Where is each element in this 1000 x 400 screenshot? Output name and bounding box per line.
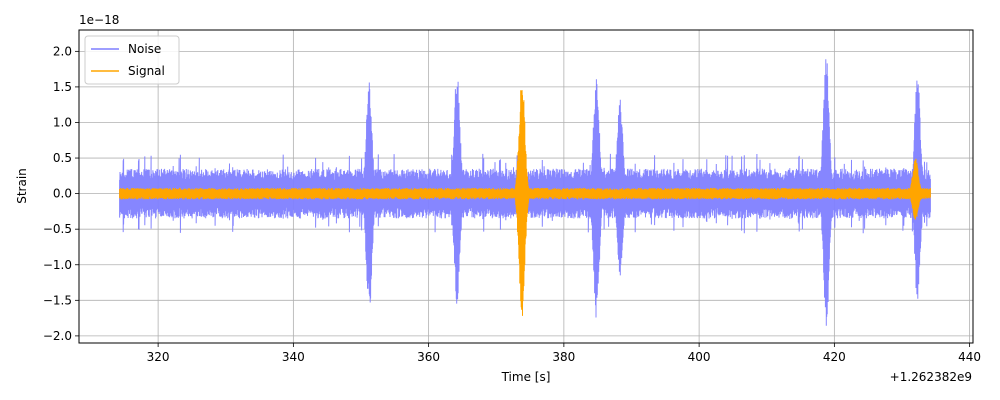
legend-box xyxy=(84,35,180,85)
series-line-signal xyxy=(119,90,931,316)
y-tick-label: 1.0 xyxy=(53,115,72,129)
y-tick-label: 2.0 xyxy=(53,44,72,58)
y-tick-label: −1.0 xyxy=(43,258,72,272)
y-axis-label: Strain xyxy=(15,168,29,204)
y-tick-label: 0.0 xyxy=(53,187,72,201)
x-tick-label: 440 xyxy=(958,350,981,364)
legend: Noise Signal xyxy=(84,35,180,85)
plot-frame xyxy=(78,29,974,344)
x-tick-label: 360 xyxy=(417,350,440,364)
x-tick-label: 320 xyxy=(147,350,170,364)
x-tick-label: 400 xyxy=(688,350,711,364)
x-offset-label: +1.262382e9 xyxy=(890,370,972,384)
x-tick-label: 380 xyxy=(552,350,575,364)
y-axis: −2.0 −1.5 −1.0 −0.5 0.0 0.5 1.0 1.5 2.0 xyxy=(43,44,79,343)
series-layer xyxy=(119,59,931,326)
y-tick-label: −0.5 xyxy=(43,222,72,236)
legend-label-noise: Noise xyxy=(128,42,161,56)
legend-label-signal: Signal xyxy=(128,64,165,78)
y-tick-label: −2.0 xyxy=(43,329,72,343)
x-axis: 320 340 360 380 400 420 440 xyxy=(147,343,981,364)
x-tick-label: 340 xyxy=(282,350,305,364)
y-tick-label: 0.5 xyxy=(53,151,72,165)
y-tick-label: 1.5 xyxy=(53,80,72,94)
y-tick-label: −1.5 xyxy=(43,293,72,307)
x-axis-label: Time [s] xyxy=(501,370,551,384)
y-scale-label: 1e−18 xyxy=(79,13,119,27)
x-tick-label: 420 xyxy=(823,350,846,364)
